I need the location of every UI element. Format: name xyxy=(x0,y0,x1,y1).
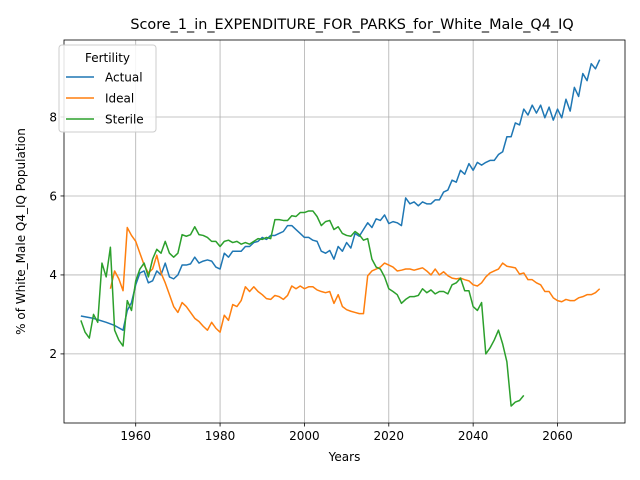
axis-ticks: 1960 1980 2000 2020 2040 2060 2 4 6 8 xyxy=(49,110,572,443)
legend-title: Fertility xyxy=(85,51,130,65)
legend-frame xyxy=(58,44,157,133)
y-tick-label: 6 xyxy=(49,189,57,203)
x-tick-label: 2040 xyxy=(458,429,489,443)
series-line-ideal xyxy=(109,226,601,333)
series-line-actual xyxy=(80,59,601,331)
legend-label-actual: Actual xyxy=(105,70,143,84)
grid xyxy=(64,40,625,423)
legend-label-ideal: Ideal xyxy=(105,91,134,105)
x-tick-label: 2060 xyxy=(542,429,573,443)
series-lines xyxy=(80,59,601,407)
x-tick-label: 1980 xyxy=(205,429,236,443)
y-tick-label: 2 xyxy=(49,347,57,361)
legend: Fertility Actual Ideal Sterile xyxy=(58,44,157,133)
y-tick-label: 4 xyxy=(49,268,57,282)
chart-title: Score_1_in_EXPENDITURE_FOR_PARKS_for_Whi… xyxy=(130,17,573,33)
plot-area-frame xyxy=(63,39,626,424)
x-tick-label: 2020 xyxy=(374,429,405,443)
x-axis-label: Years xyxy=(328,450,361,464)
legend-label-sterile: Sterile xyxy=(105,112,144,126)
x-tick-label: 1960 xyxy=(120,429,151,443)
y-tick-label: 8 xyxy=(49,110,57,124)
x-tick-label: 2000 xyxy=(289,429,320,443)
series-line-sterile xyxy=(80,210,525,407)
y-axis-label: % of White_Male Q4_IQ Population xyxy=(14,128,28,335)
